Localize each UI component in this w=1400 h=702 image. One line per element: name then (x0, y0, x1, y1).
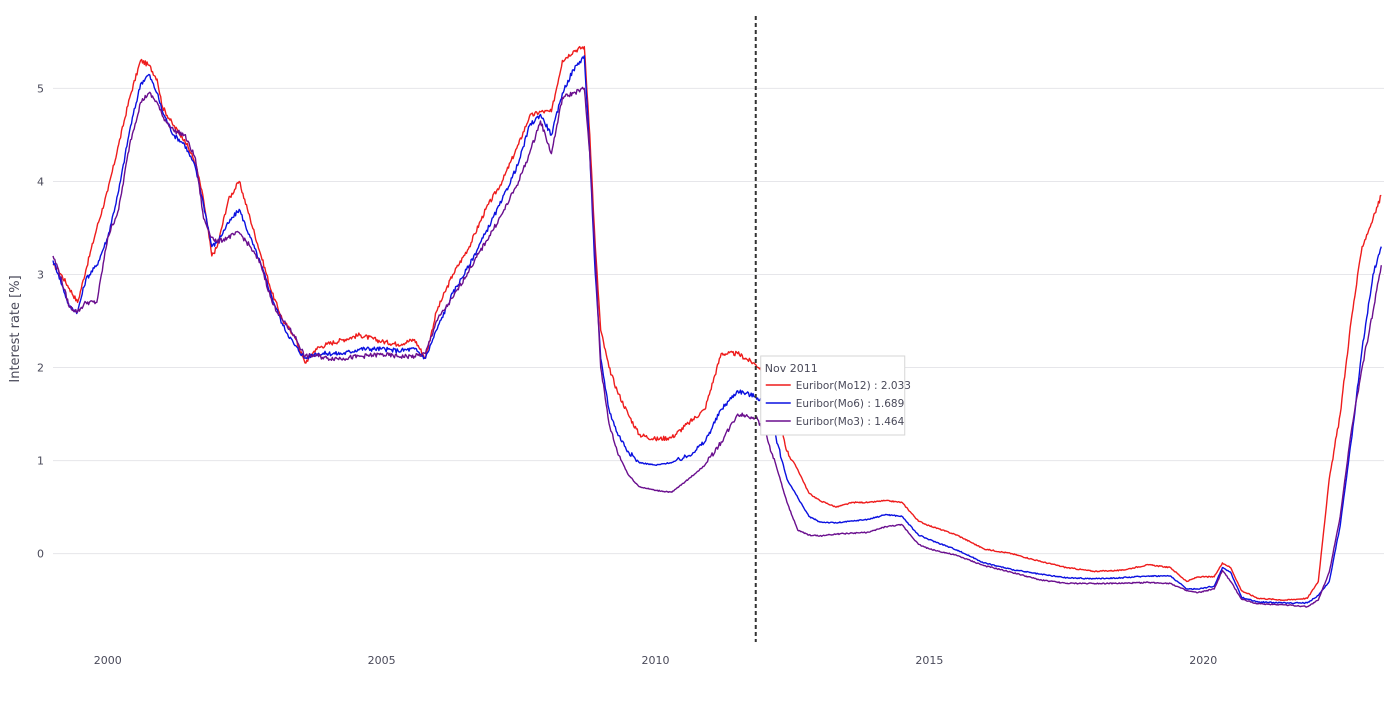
hover-legend-item: Euribor(Mo3) : 1.464 (796, 416, 905, 428)
x-tick-label: 2020 (1189, 654, 1217, 667)
x-axis-ticks: 2000 2005 2010 2015 2020 (94, 654, 1217, 667)
x-tick-label: 2000 (94, 654, 122, 667)
grid-lines (53, 87, 1384, 555)
series-lines[interactable] (52, 45, 1382, 608)
hover-tooltip-items: Euribor(Mo12) : 2.033 Euribor(Mo6) : 1.68… (765, 380, 911, 428)
series-line-euribor-mo6-[interactable] (52, 55, 1382, 605)
hover-tooltip-background (760, 355, 906, 436)
y-tick-label: 5 (37, 82, 44, 95)
y-axis-title: Interest rate [%] (8, 275, 23, 382)
y-tick-label: 0 (37, 548, 44, 561)
series-line-euribor-mo12-[interactable] (52, 45, 1382, 601)
y-tick-label: 3 (37, 269, 44, 282)
hover-legend-item: Euribor(Mo12) : 2.033 (796, 380, 911, 392)
y-tick-label: 2 (37, 362, 44, 375)
hover-legend-item: Euribor(Mo6) : 1.689 (796, 398, 905, 410)
y-axis-ticks: 0 1 2 3 4 5 (37, 82, 44, 560)
x-tick-label: 2015 (915, 654, 943, 667)
y-tick-label: 4 (37, 175, 44, 188)
hover-tooltip-title: Nov 2011 (765, 362, 818, 375)
x-tick-label: 2005 (368, 654, 396, 667)
x-tick-label: 2010 (642, 654, 670, 667)
hover-tooltip: Nov 2011 Euribor(Mo12) : 2.033Euribor(Mo… (760, 355, 911, 436)
y-tick-label: 1 (37, 455, 44, 468)
series-line-euribor-mo3-[interactable] (52, 86, 1382, 608)
